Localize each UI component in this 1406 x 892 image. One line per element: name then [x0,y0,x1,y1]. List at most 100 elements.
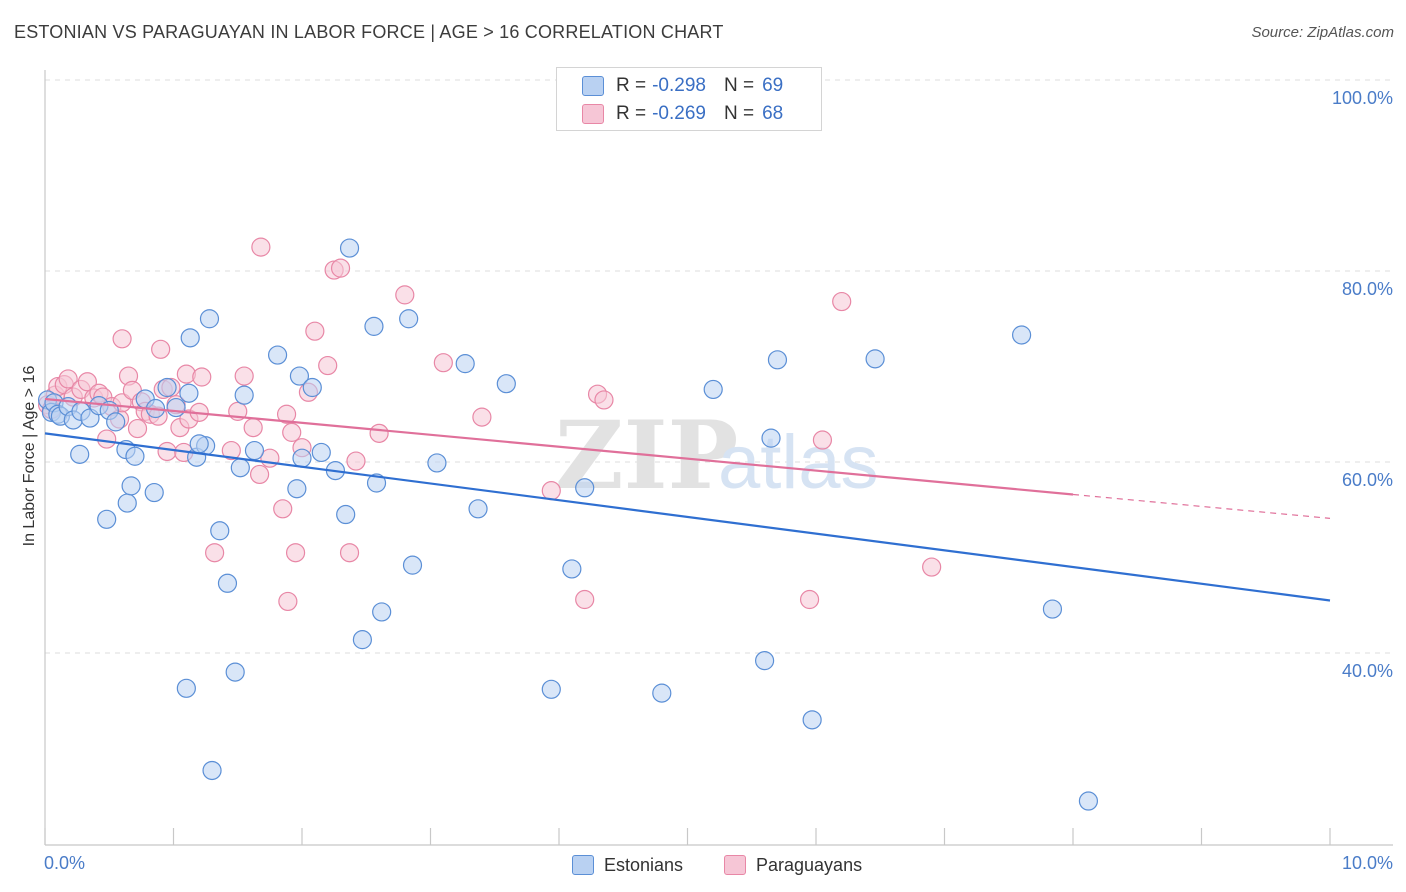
paraguayan-point [251,237,271,257]
legend-n-label: N = [723,75,755,96]
estonian-point [339,238,360,258]
estonians-legend-swatch [572,855,594,875]
paraguayan-point [369,423,389,443]
estonian-point [399,309,419,329]
estonian-point [117,493,137,513]
legend-n-label: N = [723,103,755,124]
estonian-point [244,440,265,461]
estonian-point [267,345,288,365]
paraguayan-point [812,430,833,450]
estonian-point [210,521,230,541]
estonian-point [652,683,672,703]
paraguayan-point [127,418,148,439]
estonian-point [234,385,254,405]
estonian-point [468,499,488,519]
legend-r-value-paraguayans: -0.269 [652,103,706,124]
paraguayan-point [278,591,298,612]
estonian-point [311,442,331,463]
paraguayan-point [575,589,595,610]
paraguayans-trend-line [44,397,1074,496]
estonian-point [202,760,222,781]
estonian-point [289,366,310,386]
paraguayan-point [541,481,561,501]
paraguayan-point [249,464,270,485]
estonian-point [180,328,200,348]
estonian-point [865,349,885,369]
watermark-atlas: atlas [718,420,879,505]
paraguayan-point [234,366,254,386]
paraguayans-legend-label: Paraguayans [756,854,863,875]
paraguayan-point [205,543,225,563]
estonian-point [372,602,392,622]
paraguayan-point [339,543,360,563]
estonian-point [541,679,561,699]
estonian-point [802,710,822,730]
chart-title: ESTONIAN VS PARAGUAYAN IN LABOR FORCE | … [14,22,724,42]
x-tick-label-max: 10.0% [1342,853,1393,873]
legend-r-value-estonians: -0.298 [652,75,706,96]
paraguayan-point [305,321,325,341]
paraguayan-point [318,355,338,376]
estonian-point [427,453,447,473]
estonian-point [292,448,312,468]
source-credit: Source: ZipAtlas.com [1251,24,1394,41]
estonian-point [287,479,307,499]
estonian-point [1042,599,1063,619]
correlation-legend: R = -0.298 N = 69 R = -0.269 N = 68 [556,67,822,131]
estonian-point [302,377,322,398]
x-tick-label-min: 0.0% [44,853,85,873]
paraguayan-point [922,557,942,577]
paraguayans-swatch [582,104,604,124]
paraguayan-point [243,418,263,438]
estonian-point [1078,791,1099,811]
estonian-point [217,573,238,593]
estonian-point [366,473,387,493]
paraguayan-point [594,390,614,410]
paraguayan-point [799,589,820,610]
paraguayan-point [330,258,351,278]
y-tick-label-100: 100.0% [1332,88,1393,108]
estonian-point [230,458,250,478]
bottom-legend-estonians: Estonians [572,852,683,878]
estonian-point [121,476,141,496]
paraguayan-point [77,372,98,392]
paraguayan-point [97,429,117,449]
paraguayan-point [285,543,306,563]
y-tick-label-60: 60.0% [1342,470,1393,490]
paraguayan-point [346,451,366,471]
paraguayan-point [151,339,171,359]
estonian-point [1011,325,1032,345]
estonian-point [97,509,117,529]
estonian-point [225,662,245,682]
estonian-point [402,555,423,575]
legend-row-paraguayans: R = -0.269 N = 68 [582,102,783,126]
estonian-point [455,354,475,374]
estonian-point [70,444,90,464]
y-tick-label-40: 40.0% [1342,661,1393,681]
paraguayan-point [282,422,302,442]
y-tick-labels: 40.0% 60.0% 80.0% 100.0% [1332,88,1393,681]
estonian-point [352,630,372,650]
estonians-swatch [582,76,604,96]
estonian-point [157,377,177,398]
estonian-point [189,434,209,454]
paraguayans-legend-swatch [724,855,746,875]
bottom-legend-paraguayans: Paraguayans [724,852,862,878]
trend-lines [44,397,1331,602]
paraguayans-trend-extension [1072,493,1331,519]
y-tick-label-80: 80.0% [1342,279,1393,299]
legend-n-value-paraguayans: 68 [762,103,784,124]
paraguayan-point [221,440,241,461]
paraguayan-point [276,404,297,424]
paraguayan-point [58,369,78,389]
legend-r-label: R = [616,103,647,124]
paraguayan-point [832,291,852,312]
estonians-trend-line [44,432,1331,602]
estonian-point [336,504,356,525]
estonian-point [199,309,220,329]
estonian-point [761,428,781,448]
estonian-point [144,482,164,503]
legend-n-value-estonians: 69 [762,75,784,96]
paraguayan-point [112,329,132,349]
estonian-point [496,374,516,394]
